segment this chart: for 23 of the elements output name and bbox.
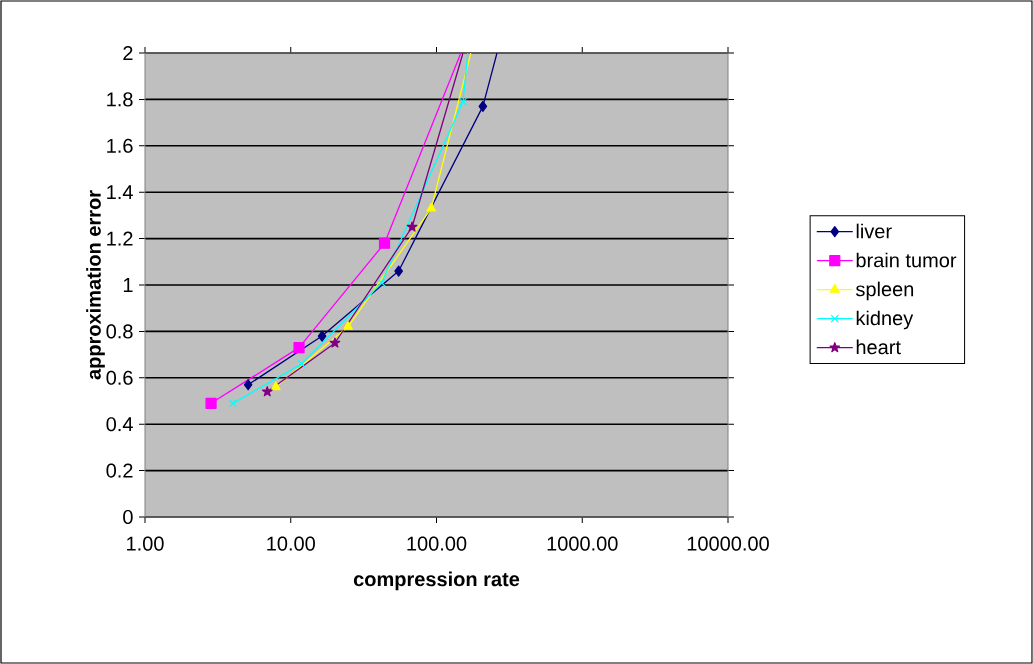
legend-label: spleen (855, 281, 914, 301)
x-axis-title: compression rate (353, 571, 520, 591)
legend-label: liver (856, 223, 892, 239)
y-axis-title: approximation error (86, 190, 105, 380)
y-tick-label: 0.6 (106, 370, 133, 385)
y-tick-label: 0.2 (106, 463, 133, 478)
legend-label: kidney (856, 310, 914, 330)
y-tick-label: 0 (123, 509, 133, 525)
x-tick-label: 100.00 (407, 536, 467, 551)
y-tick-label: 1.2 (107, 231, 133, 246)
x-tick-label: 1.00 (127, 536, 164, 551)
y-tick-label: 0.4 (106, 417, 133, 432)
legend-label: brain tumor (856, 252, 957, 268)
legend-label: heart (856, 339, 901, 355)
y-tick-label: 1 (123, 278, 133, 292)
x-tick-label: 10000.00 (687, 536, 769, 551)
y-tick-label: 1.6 (107, 138, 133, 153)
y-tick-label: 0.8 (106, 324, 133, 339)
x-tick-label: 10.00 (267, 536, 315, 551)
x-tick-label: 1000.00 (547, 536, 618, 551)
y-tick-label: 2 (123, 46, 133, 60)
y-tick-label: 1.8 (107, 92, 133, 107)
y-tick-label: 1.4 (107, 185, 133, 200)
